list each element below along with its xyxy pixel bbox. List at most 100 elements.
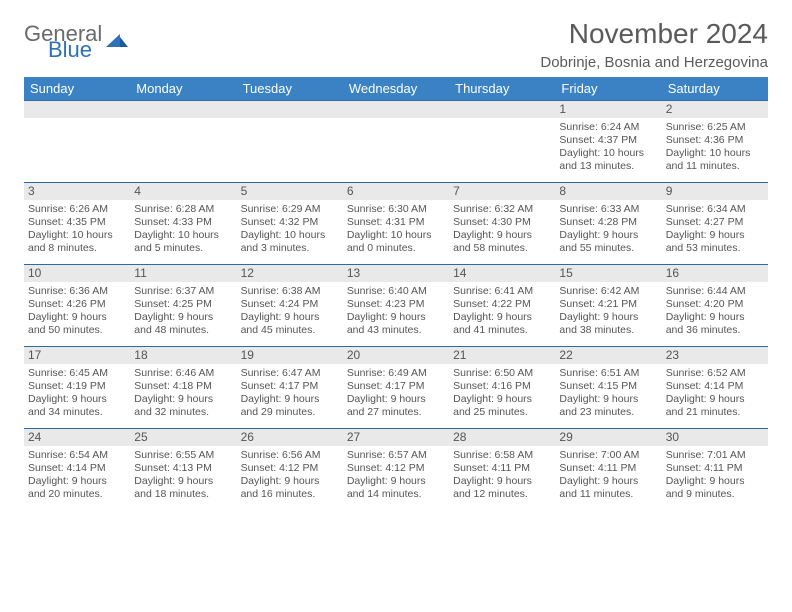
calendar-day-cell: 15 Sunrise: 6:42 AMSunset: 4:21 PMDayligh… [555,265,661,347]
sunset-text: Sunset: 4:22 PM [453,298,551,311]
day-details: Sunrise: 6:55 AMSunset: 4:13 PMDaylight:… [134,448,232,502]
daylight-text: Daylight: 9 hours [241,311,339,324]
title-block: November 2024 Dobrinje, Bosnia and Herze… [540,18,768,71]
sunrise-text: Sunrise: 7:01 AM [666,449,764,462]
calendar-day-cell: 30Sunrise: 7:01 AMSunset: 4:11 PMDayligh… [662,429,768,511]
sunset-text: Sunset: 4:23 PM [347,298,445,311]
day-number: 14 [449,265,555,282]
daylight-text: and 36 minutes. [666,324,764,337]
sunrise-text: Sunrise: 6:34 AM [666,203,764,216]
brand-logo: General Blue [24,24,128,60]
weekday-header: Thursday [449,77,555,101]
weekday-header: Monday [130,77,236,101]
day-details: Sunrise: 7:01 AMSunset: 4:11 PMDaylight:… [666,448,764,502]
daylight-text: Daylight: 9 hours [347,393,445,406]
sunset-text: Sunset: 4:16 PM [453,380,551,393]
daylight-text: Daylight: 9 hours [666,475,764,488]
day-number: 19 [237,347,343,364]
day-number: 23 [662,347,768,364]
calendar-day-cell: 17 Sunrise: 6:45 AMSunset: 4:19 PMDayligh… [24,347,130,429]
calendar-day-cell: 7 Sunrise: 6:32 AMSunset: 4:30 PMDaylight… [449,183,555,265]
calendar-day-cell: 2 Sunrise: 6:25 AMSunset: 4:36 PMDaylight… [662,101,768,183]
daylight-text: Daylight: 9 hours [347,475,445,488]
sunrise-text: Sunrise: 6:28 AM [134,203,232,216]
sunrise-text: Sunrise: 6:42 AM [559,285,657,298]
calendar-day-cell: 5Sunrise: 6:29 AMSunset: 4:32 PMDaylight… [237,183,343,265]
daylight-text: and 11 minutes. [666,160,764,173]
day-details: Sunrise: 6:24 AMSunset: 4:37 PMDaylight:… [559,120,657,174]
daylight-text: and 45 minutes. [241,324,339,337]
calendar-day-cell: 21Sunrise: 6:50 AMSunset: 4:16 PMDayligh… [449,347,555,429]
calendar-day-cell: 11Sunrise: 6:37 AMSunset: 4:25 PMDayligh… [130,265,236,347]
daylight-text: Daylight: 9 hours [666,393,764,406]
day-number-empty [343,101,449,118]
day-number: 3 [24,183,130,200]
sunrise-text: Sunrise: 6:40 AM [347,285,445,298]
daylight-text: Daylight: 9 hours [241,475,339,488]
day-details: Sunrise: 6:26 AMSunset: 4:35 PMDaylight:… [28,202,126,256]
calendar-day-cell: 16Sunrise: 6:44 AMSunset: 4:20 PMDayligh… [662,265,768,347]
sunset-text: Sunset: 4:15 PM [559,380,657,393]
calendar-day-cell: 18Sunrise: 6:46 AMSunset: 4:18 PMDayligh… [130,347,236,429]
weekday-header: Friday [555,77,661,101]
day-number: 8 [555,183,661,200]
day-number: 6 [343,183,449,200]
sunset-text: Sunset: 4:32 PM [241,216,339,229]
day-number: 15 [555,265,661,282]
daylight-text: and 12 minutes. [453,488,551,501]
day-number: 2 [662,101,768,118]
sunset-text: Sunset: 4:28 PM [559,216,657,229]
daylight-text: and 34 minutes. [28,406,126,419]
calendar-day-cell: 9Sunrise: 6:34 AMSunset: 4:27 PMDaylight… [662,183,768,265]
day-number: 17 [24,347,130,364]
daylight-text: Daylight: 10 hours [347,229,445,242]
daylight-text: and 55 minutes. [559,242,657,255]
daylight-text: and 32 minutes. [134,406,232,419]
sunset-text: Sunset: 4:17 PM [241,380,339,393]
daylight-text: Daylight: 9 hours [559,229,657,242]
day-details: Sunrise: 6:30 AMSunset: 4:31 PMDaylight:… [347,202,445,256]
day-details: Sunrise: 6:54 AMSunset: 4:14 PMDaylight:… [28,448,126,502]
calendar-day-cell: 29Sunrise: 7:00 AMSunset: 4:11 PMDayligh… [555,429,661,511]
day-number: 9 [662,183,768,200]
sunrise-text: Sunrise: 6:58 AM [453,449,551,462]
sunset-text: Sunset: 4:26 PM [28,298,126,311]
sunset-text: Sunset: 4:14 PM [666,380,764,393]
daylight-text: and 43 minutes. [347,324,445,337]
calendar-day-cell: 22Sunrise: 6:51 AMSunset: 4:15 PMDayligh… [555,347,661,429]
day-number: 21 [449,347,555,364]
sunrise-text: Sunrise: 6:25 AM [666,121,764,134]
day-number: 4 [130,183,236,200]
sunset-text: Sunset: 4:27 PM [666,216,764,229]
sunrise-text: Sunrise: 7:00 AM [559,449,657,462]
day-details: Sunrise: 6:45 AMSunset: 4:19 PMDaylight:… [28,366,126,420]
daylight-text: and 11 minutes. [559,488,657,501]
brand-blue: Blue [48,40,102,60]
sunset-text: Sunset: 4:14 PM [28,462,126,475]
day-details: Sunrise: 6:42 AMSunset: 4:21 PMDaylight:… [559,284,657,338]
day-number-empty [237,101,343,118]
daylight-text: and 50 minutes. [28,324,126,337]
daylight-text: and 53 minutes. [666,242,764,255]
calendar-day-cell: 13Sunrise: 6:40 AMSunset: 4:23 PMDayligh… [343,265,449,347]
daylight-text: and 0 minutes. [347,242,445,255]
day-details: Sunrise: 6:32 AMSunset: 4:30 PMDaylight:… [453,202,551,256]
calendar-day-cell: 25Sunrise: 6:55 AMSunset: 4:13 PMDayligh… [130,429,236,511]
daylight-text: Daylight: 9 hours [666,311,764,324]
calendar-day-cell: 6 Sunrise: 6:30 AMSunset: 4:31 PMDaylight… [343,183,449,265]
day-number: 5 [237,183,343,200]
day-details: Sunrise: 6:33 AMSunset: 4:28 PMDaylight:… [559,202,657,256]
daylight-text: and 29 minutes. [241,406,339,419]
calendar-week-row: 1Sunrise: 6:24 AMSunset: 4:37 PMDaylight… [24,101,768,183]
daylight-text: and 38 minutes. [559,324,657,337]
calendar-day-cell: 24 Sunrise: 6:54 AMSunset: 4:14 PMDayligh… [24,429,130,511]
day-number: 24 [24,429,130,446]
calendar-day-cell: 10Sunrise: 6:36 AMSunset: 4:26 PMDayligh… [24,265,130,347]
sunset-text: Sunset: 4:13 PM [134,462,232,475]
weekday-header: Tuesday [237,77,343,101]
day-number: 7 [449,183,555,200]
location: Dobrinje, Bosnia and Herzegovina [540,54,768,71]
sunset-text: Sunset: 4:21 PM [559,298,657,311]
daylight-text: and 16 minutes. [241,488,339,501]
day-details: Sunrise: 6:25 AMSunset: 4:36 PMDaylight:… [666,120,764,174]
